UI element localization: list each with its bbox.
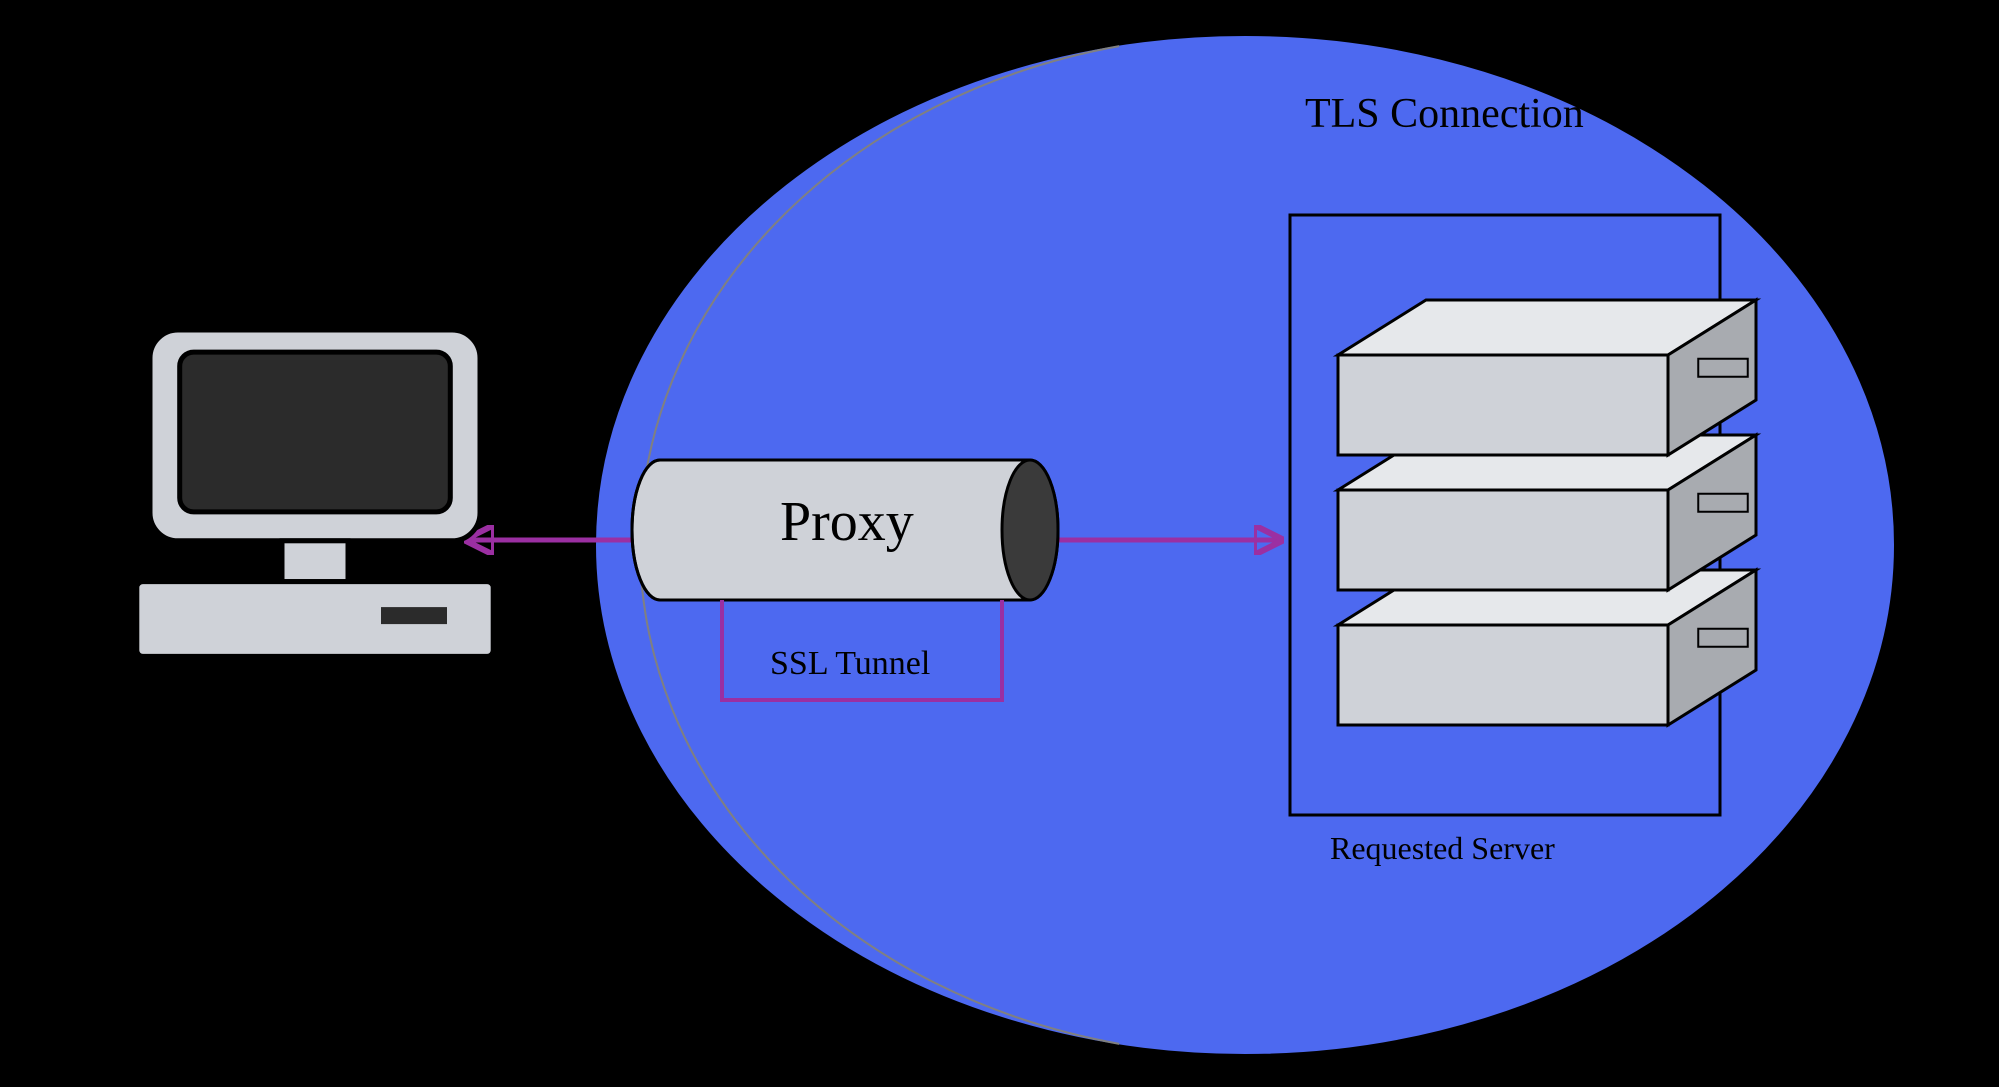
server-unit (1338, 570, 1756, 725)
ssl-tunnel-label: SSL Tunnel (770, 645, 930, 683)
server-unit (1338, 300, 1756, 455)
tls-connection-label: TLS Connection (1305, 90, 1584, 138)
diagram-svg (0, 0, 1999, 1087)
client-computer-icon (137, 330, 493, 656)
diagram-canvas: TLS Connection Proxy SSL Tunnel Requeste… (0, 0, 1999, 1087)
proxy-label: Proxy (780, 490, 914, 554)
server-unit (1338, 435, 1756, 590)
requested-server-label: Requested Server (1330, 830, 1555, 867)
